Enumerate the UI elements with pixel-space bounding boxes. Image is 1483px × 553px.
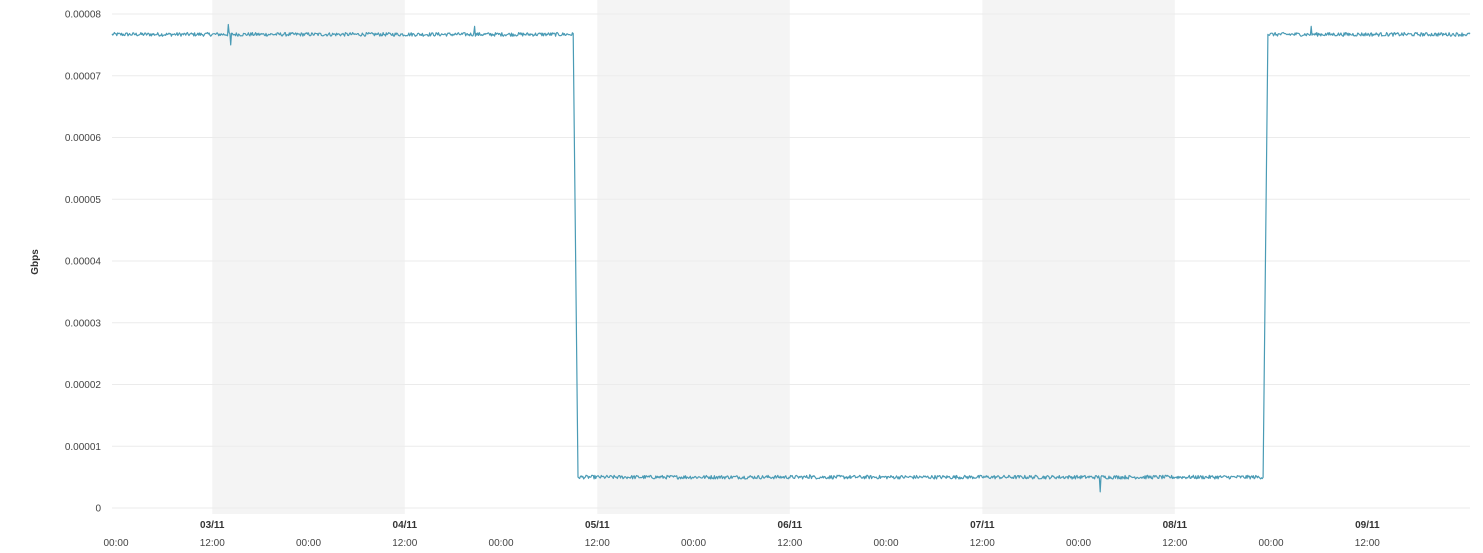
x-axis-ticks: 00:00 12:00 03/11 00:00 12:00 04/11 00:00 12:00… [103, 520, 1380, 549]
y-tick-label: 0.00004 [65, 257, 102, 268]
x-tick-label: 12:00 [392, 538, 417, 549]
x-tick-label: 00:00 [1066, 538, 1091, 549]
x-tick-label: 12:00 [970, 538, 995, 549]
y-tick-label: 0.00007 [65, 71, 102, 82]
grid-lines [112, 13, 1470, 509]
y-tick-label: 0.00002 [65, 380, 102, 391]
y-tick-label: 0 [95, 504, 101, 515]
y-tick-label: 0.00005 [65, 195, 102, 206]
x-date-label: 03/11 [200, 520, 225, 531]
x-tick-label: 00:00 [296, 538, 321, 549]
y-axis-label: Gbps [30, 249, 41, 275]
y-tick-label: 0.00001 [65, 442, 102, 453]
x-tick-label: 12:00 [585, 538, 610, 549]
series-group [111, 23, 1471, 493]
x-tick-label: 12:00 [1355, 538, 1380, 549]
y-tick-label: 0.00008 [65, 10, 102, 21]
y-axis-ticks: 0 0.00001 0.00002 0.00003 0.00004 0.00005 0.00… [65, 10, 102, 515]
x-date-label: 04/11 [393, 520, 418, 531]
shaded-band-2 [982, 0, 1175, 514]
x-tick-label: 00:00 [874, 538, 899, 549]
x-tick-label: 12:00 [777, 538, 802, 549]
shaded-band-0 [212, 0, 405, 514]
y-tick-label: 0.00006 [65, 133, 102, 144]
shaded-day-bands [212, 0, 1175, 514]
x-tick-label: 00:00 [103, 538, 128, 549]
series-line [111, 23, 1471, 493]
shaded-band-1 [597, 0, 790, 514]
x-date-label: 07/11 [970, 520, 995, 531]
x-date-label: 06/11 [778, 520, 803, 531]
x-tick-label: 00:00 [489, 538, 514, 549]
y-tick-label: 0.00003 [65, 318, 102, 329]
x-tick-label: 12:00 [1162, 538, 1187, 549]
x-date-label: 09/11 [1355, 520, 1380, 531]
x-tick-label: 00:00 [1259, 538, 1284, 549]
x-tick-label: 00:00 [681, 538, 706, 549]
x-date-label: 05/11 [585, 520, 610, 531]
x-tick-label: 12:00 [200, 538, 225, 549]
x-date-label: 08/11 [1163, 520, 1188, 531]
